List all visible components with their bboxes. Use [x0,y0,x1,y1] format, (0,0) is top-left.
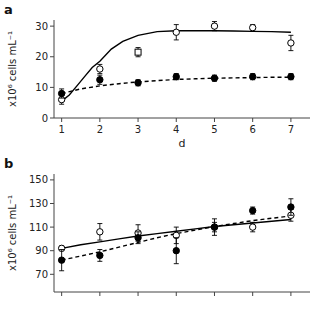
error-bar [174,74,179,80]
x-tick-label: 5 [211,124,217,135]
y-tick-label: 10 [35,82,48,93]
error-bar [174,238,179,264]
x-tick [252,292,253,296]
x-tick [61,292,62,296]
error-bar [136,232,141,244]
x-tick [290,118,291,122]
error-bar [250,74,255,80]
x-tick [99,292,100,296]
error-bar [59,250,64,271]
error-bar [212,219,217,236]
marker [211,23,217,29]
y-axis-label: x10⁶ cells mL⁻¹ [7,195,18,271]
error-bar [288,74,293,80]
marker [97,229,103,235]
y-tick-label: 30 [35,21,48,32]
error-bar [250,25,255,31]
x-tick [214,292,215,296]
error-bar [288,35,293,50]
y-tick [50,203,54,204]
x-tick [176,292,177,296]
error-bar [97,64,102,73]
marker [249,24,255,30]
error-bar [212,222,217,231]
y-tick [50,274,54,275]
marker [58,90,64,96]
marker [173,29,179,35]
error-bar [288,199,293,216]
x-tick-label: 7 [288,124,294,135]
x-tick [99,118,100,122]
y-tick [50,250,54,251]
error-bar [136,48,141,57]
marker [97,66,103,72]
y-tick [50,118,54,119]
y-tick [50,56,54,57]
marker [211,224,217,230]
x-tick [61,118,62,122]
y-axis-line [54,20,55,118]
chart: 0 10 20 30 1 2 3 4 5 6 7 d x10⁶ cells mL⁻¹ a 70 90 110 13… [0,0,320,320]
marker [211,224,217,230]
x-axis-label: d [179,137,186,150]
error-bar [212,75,217,81]
marker [249,224,255,230]
x-tick [214,118,215,122]
x-tick [176,118,177,122]
error-bar [250,207,255,214]
error-bar [97,224,102,241]
marker [288,204,294,210]
panel-label: a [4,2,13,17]
y-tick [50,87,54,88]
marker [211,75,217,81]
error-bar [97,250,102,262]
marker [249,73,255,79]
x-axis-line [54,118,310,119]
y-tick-label: 110 [29,222,48,233]
error-bar [136,80,141,86]
x-tick-label: 6 [249,124,255,135]
x-tick [290,292,291,296]
error-bar [97,75,102,84]
x-tick [138,118,139,122]
fit-line [62,31,291,101]
marker [249,207,255,213]
marker [58,257,64,263]
marker [173,73,179,79]
x-tick-label: 4 [173,124,179,135]
error-bar [250,222,255,231]
x-tick-label: 1 [58,124,64,135]
marker [288,40,294,46]
x-axis-line [54,292,310,293]
y-tick-label: 20 [35,51,48,62]
marker [97,252,103,258]
plot-area [58,199,294,271]
x-tick [138,292,139,296]
marker [97,77,103,83]
x-tick [252,118,253,122]
marker [173,248,179,254]
error-bar [174,25,179,40]
y-tick-label: 90 [35,245,48,256]
y-tick-label: 0 [42,113,48,124]
marker [135,80,141,86]
y-tick-label: 70 [35,269,48,280]
y-tick-label: 130 [29,198,48,209]
y-axis-label: x10⁶ cells mL⁻¹ [7,31,18,107]
marker [135,49,141,55]
panel: 0 10 20 30 1 2 3 4 5 6 7 d x10⁶ cells mL⁻¹ a [4,2,310,150]
panel-label: b [4,156,13,171]
y-tick-label: 150 [29,174,48,185]
error-bar [59,89,64,98]
plot-area [58,22,294,105]
x-tick-label: 2 [97,124,103,135]
marker [288,73,294,79]
x-tick-label: 3 [135,124,141,135]
y-tick [50,227,54,228]
marker [135,235,141,241]
panel: 70 90 110 130 150 x10⁶ cells mL⁻¹ b [4,156,310,296]
error-bar [212,22,217,31]
y-tick [50,179,54,180]
y-tick [50,26,54,27]
